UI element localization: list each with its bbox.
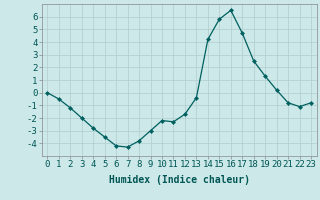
X-axis label: Humidex (Indice chaleur): Humidex (Indice chaleur)	[109, 175, 250, 185]
